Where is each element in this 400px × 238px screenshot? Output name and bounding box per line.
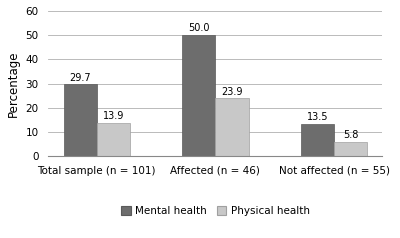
Bar <box>97 123 130 156</box>
Text: 5.8: 5.8 <box>343 130 358 140</box>
Y-axis label: Percentage: Percentage <box>7 50 20 117</box>
Text: 50.0: 50.0 <box>188 24 210 34</box>
Bar <box>64 84 97 156</box>
Bar <box>334 142 367 156</box>
Legend: Mental health, Physical health: Mental health, Physical health <box>117 202 314 220</box>
Bar <box>301 124 334 156</box>
Text: 23.9: 23.9 <box>221 87 243 97</box>
Text: 13.5: 13.5 <box>307 112 328 122</box>
Text: 29.7: 29.7 <box>69 73 91 83</box>
Text: 13.9: 13.9 <box>103 111 124 121</box>
Bar <box>216 98 249 156</box>
Bar <box>182 35 216 156</box>
